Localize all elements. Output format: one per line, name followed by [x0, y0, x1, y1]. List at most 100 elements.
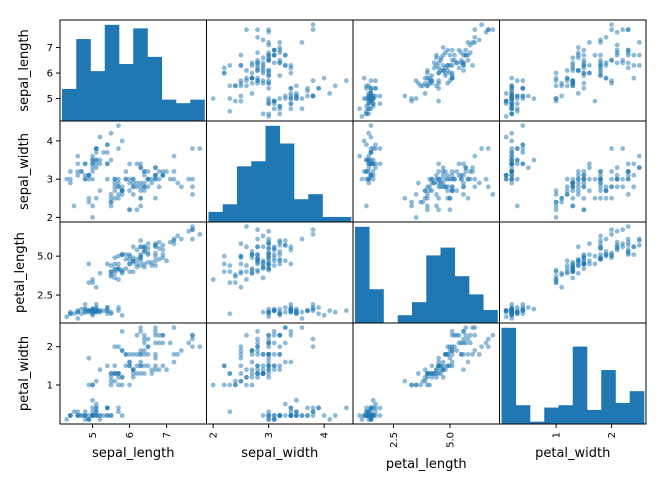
- scatter-point: [190, 176, 195, 182]
- scatter-point: [509, 106, 515, 112]
- scatter-point: [190, 332, 195, 338]
- scatter-point: [153, 329, 158, 334]
- scatter-point: [190, 184, 195, 190]
- scatter-point: [447, 62, 453, 68]
- scatter-point: [255, 351, 260, 357]
- scatter-point: [277, 106, 283, 112]
- scatter-point: [277, 249, 283, 254]
- scatter-point: [175, 351, 181, 357]
- scatter-point: [575, 176, 581, 182]
- scatter-point: [458, 176, 464, 182]
- scatter-point: [443, 169, 448, 174]
- scatter-point: [79, 169, 84, 174]
- scatter-point: [123, 176, 129, 182]
- scatter-point: [153, 351, 158, 357]
- scatter-point: [614, 60, 620, 66]
- scatter-point: [238, 78, 244, 84]
- scatter-point: [138, 180, 144, 186]
- scatter-point: [271, 47, 277, 53]
- scatter-point: [299, 413, 305, 418]
- scatter-point: [503, 91, 509, 96]
- scatter-point: [509, 157, 515, 163]
- scatter-point: [266, 413, 272, 418]
- scatter-point: [266, 241, 272, 247]
- scatter-point: [116, 192, 121, 197]
- scatter-point: [570, 275, 576, 281]
- scatter-point: [119, 413, 125, 418]
- scatter-point: [449, 351, 455, 357]
- scatter-point: [190, 192, 195, 197]
- scatter-point: [249, 70, 255, 76]
- y-tick-label-sepal_width: 2: [47, 213, 53, 224]
- scatter-point: [463, 325, 469, 330]
- scatter-point: [141, 340, 147, 346]
- scatter-point: [514, 203, 520, 209]
- scatter-point: [564, 192, 570, 197]
- scatter-point: [514, 309, 520, 315]
- scatter-point: [609, 184, 614, 190]
- scatter-point: [424, 68, 430, 73]
- scatter-point: [592, 195, 598, 201]
- scatter-point: [156, 256, 162, 262]
- scatter-point: [238, 52, 244, 58]
- histogram-bar: [483, 310, 498, 323]
- scatter-point: [366, 413, 372, 418]
- scatter-point: [145, 336, 151, 342]
- scatter-point: [160, 340, 166, 346]
- scatter-point: [153, 263, 158, 268]
- scatter-point: [271, 332, 277, 338]
- scatter-point: [64, 314, 70, 320]
- scatter-point: [153, 325, 158, 330]
- scatter-point: [370, 93, 376, 99]
- scatter-point: [559, 199, 565, 205]
- scatter-point: [221, 65, 227, 71]
- scatter-point: [366, 106, 372, 112]
- panel-petal_length-vs-petal_width: [499, 221, 647, 324]
- scatter-point: [227, 62, 233, 68]
- scatter-point: [316, 85, 321, 91]
- scatter-point: [305, 88, 310, 94]
- scatter-point: [373, 165, 378, 171]
- scatter-point: [238, 62, 244, 68]
- scatter-point: [112, 275, 118, 281]
- scatter-point: [461, 180, 466, 186]
- scatter-point: [614, 29, 620, 35]
- scatter-point: [409, 96, 414, 101]
- scatter-point: [598, 245, 603, 251]
- scatter-point: [232, 378, 238, 384]
- scatter-point: [310, 344, 316, 350]
- scatter-point: [581, 169, 587, 174]
- scatter-point: [575, 45, 581, 50]
- scatter-point: [440, 180, 446, 186]
- scatter-point: [368, 88, 374, 94]
- scatter-point: [266, 266, 272, 272]
- scatter-point: [266, 228, 272, 234]
- scatter-point: [429, 363, 435, 369]
- scatter-point: [97, 367, 103, 373]
- scatter-point: [485, 336, 491, 342]
- histogram-bar: [629, 391, 645, 424]
- histogram-bar: [426, 255, 441, 323]
- scatter-point: [271, 98, 277, 104]
- scatter-point: [178, 348, 184, 353]
- scatter-point: [461, 367, 466, 373]
- scatter-point: [479, 22, 484, 27]
- scatter-point: [138, 188, 144, 194]
- scatter-point: [127, 269, 132, 275]
- scatter-point: [271, 52, 277, 58]
- scatter-point: [160, 242, 166, 248]
- scatter-point: [282, 340, 288, 346]
- scatter-point: [443, 176, 448, 182]
- y-tick-label-sepal_width: 3: [47, 175, 53, 186]
- scatter-point: [598, 188, 603, 194]
- scatter-point: [93, 161, 99, 167]
- scatter-point: [238, 241, 244, 247]
- scatter-point: [316, 405, 321, 411]
- y-tick-label-petal_width: 1: [47, 380, 53, 391]
- scatter-point: [514, 146, 520, 151]
- scatter-point: [119, 188, 125, 194]
- scatter-point: [603, 184, 609, 190]
- scatter-point: [116, 146, 121, 151]
- histogram-bar: [294, 199, 309, 222]
- scatter-point: [86, 308, 92, 314]
